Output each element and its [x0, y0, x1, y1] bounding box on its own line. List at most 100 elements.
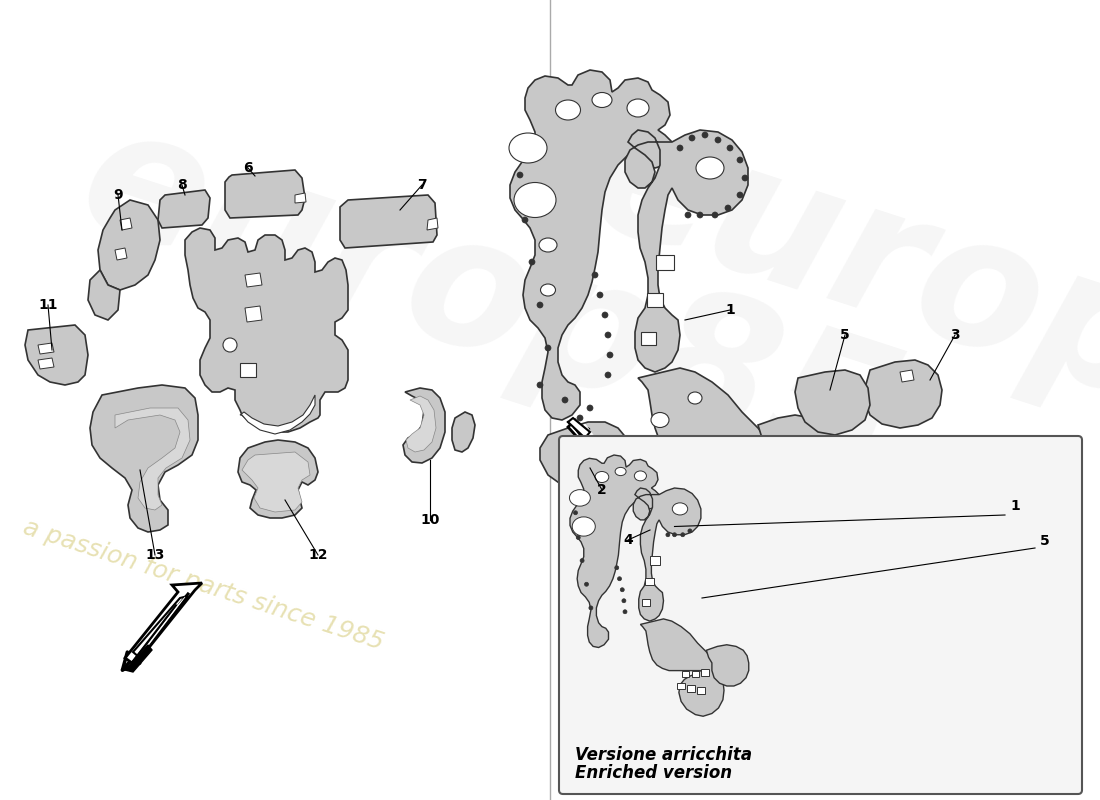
Text: 7: 7 — [417, 178, 427, 192]
Bar — [678, 682, 685, 690]
Text: 2: 2 — [597, 483, 607, 497]
Polygon shape — [240, 395, 315, 434]
Bar — [688, 686, 695, 692]
Text: 11: 11 — [39, 298, 57, 312]
Bar — [647, 293, 663, 307]
Polygon shape — [226, 170, 305, 218]
Polygon shape — [452, 412, 475, 452]
Text: 4: 4 — [623, 533, 632, 547]
Circle shape — [576, 535, 581, 539]
Polygon shape — [39, 358, 54, 369]
Ellipse shape — [539, 238, 557, 252]
Circle shape — [584, 582, 588, 586]
Polygon shape — [39, 343, 54, 354]
Text: 3: 3 — [950, 328, 960, 342]
Polygon shape — [238, 440, 318, 518]
Polygon shape — [245, 306, 262, 322]
Circle shape — [672, 533, 676, 537]
Text: 9: 9 — [113, 188, 123, 202]
Polygon shape — [638, 368, 790, 545]
Text: 6: 6 — [243, 161, 253, 175]
Circle shape — [592, 272, 598, 278]
Circle shape — [620, 588, 625, 592]
Ellipse shape — [514, 182, 556, 218]
Ellipse shape — [595, 471, 608, 482]
Text: Enriched version: Enriched version — [575, 764, 733, 782]
Polygon shape — [158, 190, 210, 228]
Circle shape — [725, 205, 732, 211]
Circle shape — [664, 506, 672, 514]
Bar — [763, 452, 777, 464]
Polygon shape — [427, 218, 438, 230]
Circle shape — [615, 566, 618, 570]
Bar — [656, 254, 674, 270]
Bar — [641, 599, 650, 606]
Polygon shape — [185, 228, 348, 432]
Bar — [701, 669, 708, 675]
Polygon shape — [116, 408, 190, 510]
Circle shape — [522, 217, 528, 223]
Circle shape — [727, 145, 733, 151]
Polygon shape — [568, 418, 590, 438]
Circle shape — [607, 352, 613, 358]
Circle shape — [681, 533, 684, 537]
Circle shape — [537, 382, 543, 388]
Ellipse shape — [627, 99, 649, 117]
Polygon shape — [88, 270, 120, 320]
Bar — [732, 462, 745, 474]
Polygon shape — [540, 422, 630, 488]
Circle shape — [529, 259, 535, 265]
Circle shape — [597, 292, 603, 298]
Circle shape — [605, 332, 610, 338]
Polygon shape — [136, 597, 185, 660]
Polygon shape — [90, 385, 198, 532]
Text: 8: 8 — [177, 178, 187, 192]
Circle shape — [742, 175, 748, 181]
Circle shape — [737, 157, 742, 163]
Polygon shape — [125, 645, 152, 672]
Ellipse shape — [615, 467, 626, 476]
Text: 12: 12 — [308, 548, 328, 562]
Text: 5: 5 — [840, 328, 850, 342]
Ellipse shape — [672, 503, 688, 515]
Bar — [650, 557, 660, 565]
Circle shape — [737, 192, 742, 198]
Circle shape — [580, 558, 584, 562]
Polygon shape — [98, 200, 160, 290]
Circle shape — [587, 405, 593, 411]
Bar — [723, 489, 737, 501]
Circle shape — [689, 135, 695, 141]
Circle shape — [578, 453, 587, 463]
Bar — [682, 670, 690, 677]
Circle shape — [537, 302, 543, 308]
Bar — [697, 687, 705, 694]
Polygon shape — [295, 193, 306, 203]
Ellipse shape — [570, 490, 591, 506]
Circle shape — [621, 598, 626, 602]
Ellipse shape — [635, 471, 647, 481]
Polygon shape — [568, 420, 645, 495]
Circle shape — [702, 132, 708, 138]
Polygon shape — [510, 70, 672, 420]
Polygon shape — [125, 583, 202, 665]
Text: a passion for parts since 1985: a passion for parts since 1985 — [20, 515, 387, 655]
Polygon shape — [340, 195, 437, 248]
Polygon shape — [706, 645, 749, 686]
Circle shape — [578, 415, 583, 421]
Circle shape — [697, 212, 703, 218]
Polygon shape — [865, 360, 942, 428]
Circle shape — [712, 212, 718, 218]
Circle shape — [617, 577, 621, 581]
Text: 1: 1 — [1010, 499, 1020, 513]
Polygon shape — [245, 273, 262, 287]
Polygon shape — [634, 488, 701, 621]
Circle shape — [517, 172, 522, 178]
Polygon shape — [795, 370, 870, 435]
Circle shape — [715, 137, 720, 143]
Circle shape — [676, 145, 683, 151]
Polygon shape — [570, 455, 659, 647]
Ellipse shape — [540, 284, 556, 296]
Bar — [240, 363, 256, 377]
Circle shape — [562, 397, 568, 403]
Text: a passion for parts since 1985: a passion for parts since 1985 — [556, 506, 922, 645]
